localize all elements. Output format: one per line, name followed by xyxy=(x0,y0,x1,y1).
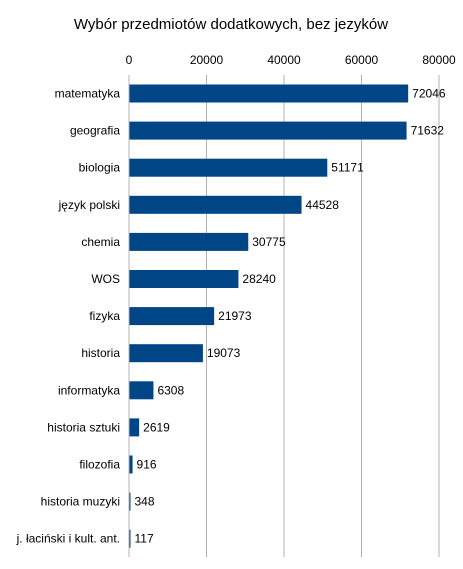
category-label-3: język polski xyxy=(58,198,120,212)
bar-11 xyxy=(129,492,131,511)
data-label-10: 916 xyxy=(137,458,157,472)
category-labels: matematyka geografia biologia język polski c… xyxy=(16,87,121,546)
bar-10 xyxy=(129,455,133,474)
data-labels: 72046 71632 51171 44528 30775 28240 21973 19073… xyxy=(135,87,446,546)
data-label-9: 2619 xyxy=(143,420,170,434)
x-axis-ticks: 0 20000 40000 60000 80000 xyxy=(126,53,456,67)
bar-1 xyxy=(129,121,407,140)
x-tick-label-1: 20000 xyxy=(190,53,224,67)
data-label-5: 28240 xyxy=(242,272,276,286)
data-label-7: 19073 xyxy=(207,346,241,360)
bar-9 xyxy=(129,418,140,437)
category-label-6: fizyka xyxy=(89,309,120,323)
data-label-1: 71632 xyxy=(411,124,445,138)
category-label-4: chemia xyxy=(81,235,120,249)
bars xyxy=(129,84,409,548)
category-label-2: biologia xyxy=(79,161,121,175)
bar-0 xyxy=(129,84,409,103)
data-label-2: 51171 xyxy=(331,161,364,175)
data-label-4: 30775 xyxy=(252,235,286,249)
bar-8 xyxy=(129,381,154,400)
x-tick-label-0: 0 xyxy=(126,53,133,67)
bar-2 xyxy=(129,158,328,177)
data-label-12: 117 xyxy=(135,532,154,546)
category-label-5: WOS xyxy=(91,272,120,286)
category-label-7: historia xyxy=(81,346,120,360)
category-label-12: j. łaciński i kult. ant. xyxy=(16,532,120,546)
x-tick-label-4: 80000 xyxy=(422,53,456,67)
bar-6 xyxy=(129,307,215,326)
bar-3 xyxy=(129,195,302,214)
x-tick-label-2: 40000 xyxy=(267,53,301,67)
category-label-0: matematyka xyxy=(55,87,121,101)
bar-7 xyxy=(129,344,203,363)
x-tick-label-3: 60000 xyxy=(345,53,379,67)
bar-4 xyxy=(129,232,249,251)
data-label-0: 72046 xyxy=(412,87,446,101)
data-label-8: 6308 xyxy=(157,383,184,397)
data-label-11: 348 xyxy=(135,495,155,509)
chart-title: Wybór przedmiotów dodatkowych, bez jezyk… xyxy=(74,16,388,33)
category-label-8: informatyka xyxy=(58,383,120,397)
bar-5 xyxy=(129,270,239,288)
bar-12 xyxy=(129,529,131,548)
data-label-3: 44528 xyxy=(306,198,340,212)
category-label-11: historia muzyki xyxy=(41,495,120,509)
category-label-1: geografia xyxy=(70,124,120,138)
category-label-10: filozofia xyxy=(79,458,120,472)
data-label-6: 21973 xyxy=(218,309,252,323)
category-label-9: historia sztuki xyxy=(47,420,120,434)
